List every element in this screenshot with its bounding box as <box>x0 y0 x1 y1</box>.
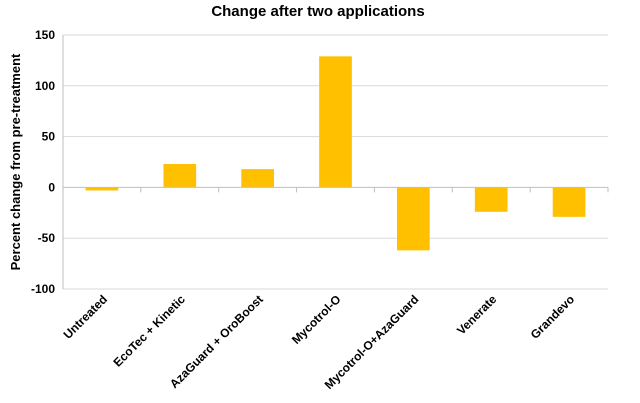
bar <box>163 164 197 188</box>
bar <box>474 187 508 212</box>
y-axis-label: Percent change from pre-treatment <box>8 53 23 270</box>
y-tick-label: 50 <box>42 130 56 144</box>
x-tick-label: EcoTec + Kinetic <box>110 292 188 370</box>
y-tick-label: 150 <box>35 28 55 42</box>
bar <box>319 56 352 188</box>
y-tick-label: -100 <box>31 282 55 296</box>
axes <box>62 35 609 289</box>
x-tick-label: Untreated <box>61 292 111 342</box>
y-tick-labels: -100 -50 0 50 100 150 <box>31 28 55 296</box>
bar <box>85 187 119 191</box>
y-tick-label: 100 <box>35 79 55 93</box>
x-tick-label: Venerate <box>454 292 500 338</box>
x-tick-label: Grandevo <box>528 292 578 342</box>
y-tick-label: -50 <box>38 231 56 245</box>
bar <box>552 187 586 217</box>
bars <box>85 56 586 251</box>
y-tick-label: 0 <box>48 180 55 194</box>
bar <box>241 169 274 188</box>
bar <box>397 187 430 251</box>
chart-title: Change after two applications <box>211 3 424 20</box>
x-tick-label: Mycotrol-O <box>289 292 344 347</box>
